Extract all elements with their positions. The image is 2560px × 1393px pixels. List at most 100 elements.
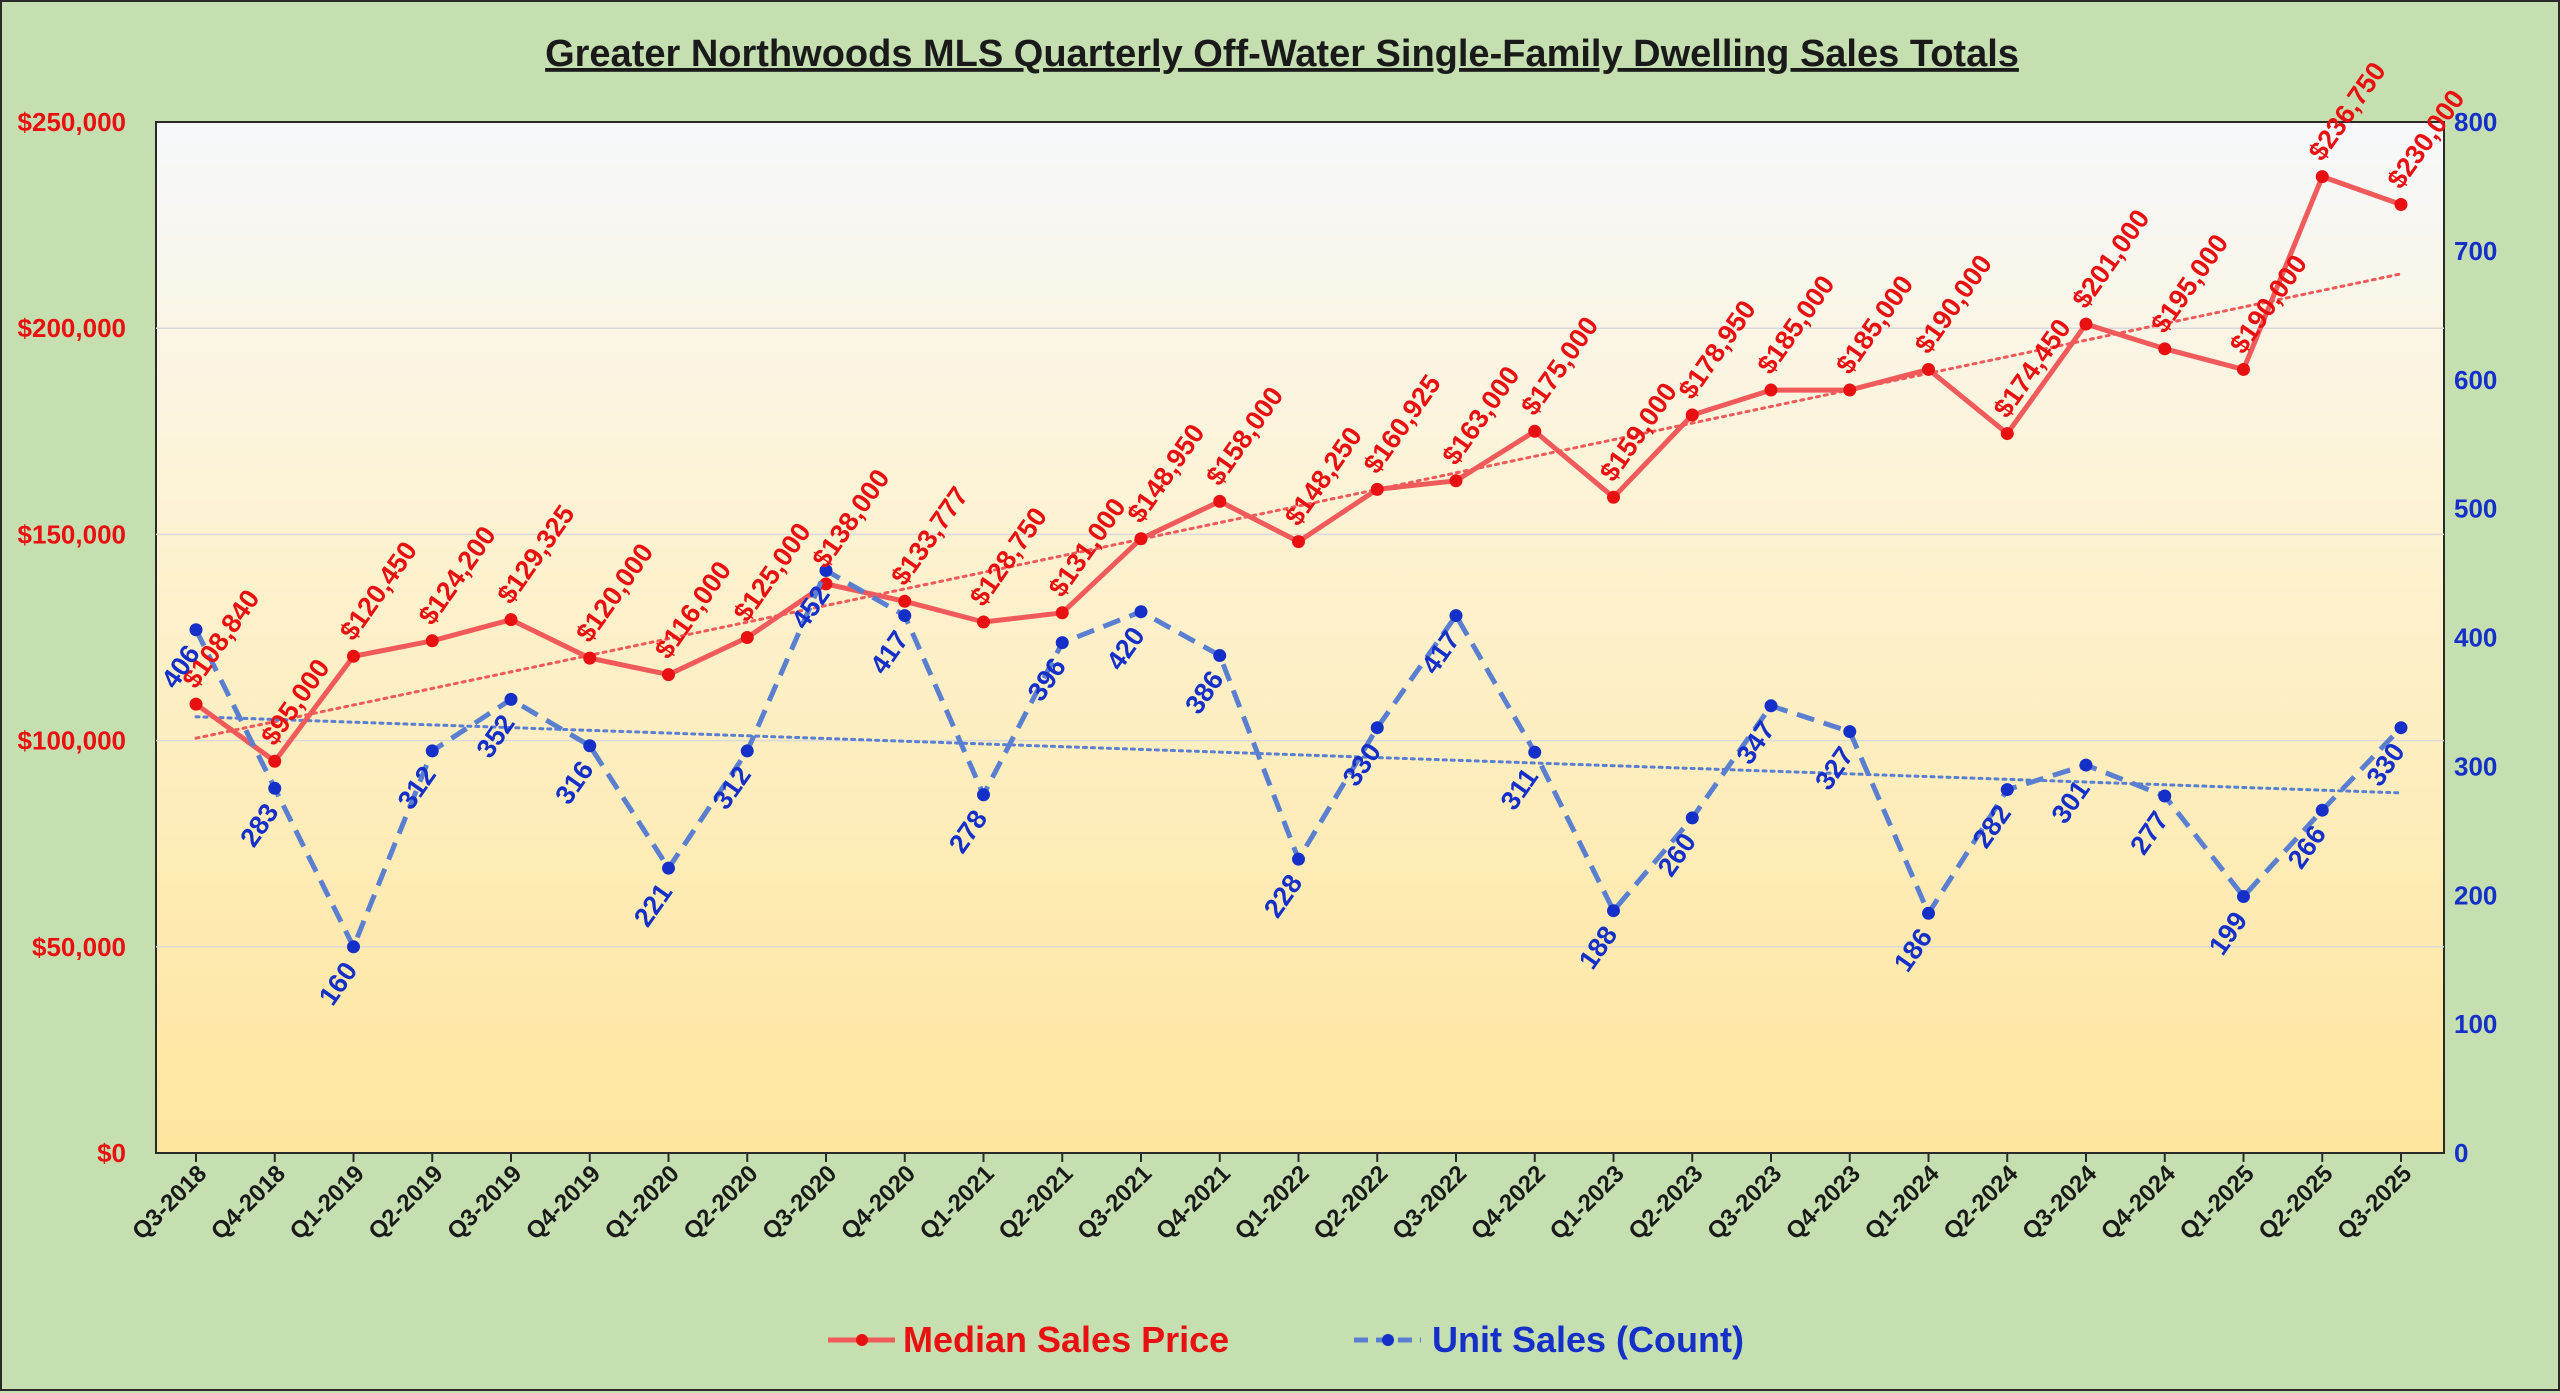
data-point <box>1055 606 1069 620</box>
data-point <box>2315 803 2329 817</box>
right-tick-label: 800 <box>2454 107 2497 137</box>
x-tick-label: Q3-2022 <box>1387 1160 1472 1245</box>
left-tick-label: $0 <box>97 1138 126 1168</box>
data-point <box>2158 342 2172 356</box>
legend-units-label: Unit Sales (Count) <box>1432 1319 1744 1360</box>
x-tick-label: Q4-2022 <box>1466 1160 1551 1245</box>
data-point <box>2237 890 2250 904</box>
data-point <box>2315 170 2329 184</box>
x-tick-label: Q4-2024 <box>2096 1160 2182 1246</box>
x-tick-label: Q4-2023 <box>1781 1160 1866 1245</box>
data-point <box>1213 649 1227 663</box>
x-tick-label: Q1-2025 <box>2175 1160 2260 1245</box>
x-tick-label: Q2-2022 <box>1308 1160 1393 1245</box>
x-tick-label: Q3-2025 <box>2332 1160 2417 1245</box>
data-point <box>1449 474 1463 488</box>
data-point <box>1843 725 1857 739</box>
data-point <box>1922 906 1935 920</box>
data-point <box>1292 852 1305 866</box>
legend-units-marker <box>1382 1334 1394 1346</box>
data-point <box>2000 427 2014 441</box>
data-point <box>347 649 360 663</box>
data-point <box>268 781 282 795</box>
x-tick-label: Q3-2020 <box>757 1160 842 1245</box>
data-point <box>1922 362 1935 376</box>
data-point <box>819 577 833 591</box>
data-point <box>583 739 597 753</box>
data-point <box>1055 636 1069 650</box>
x-tick-label: Q2-2020 <box>678 1160 763 1245</box>
x-tick-label: Q1-2020 <box>600 1160 685 1245</box>
chart-title: Greater Northwoods MLS Quarterly Off-Wat… <box>545 33 2019 75</box>
left-axis: $0 $50,000 $100,000 $150,000 $200,000 $250,00… <box>18 107 126 1168</box>
left-tick-label: $250,000 <box>18 107 126 137</box>
x-tick-label: Q4-2018 <box>206 1160 291 1245</box>
data-point <box>662 668 675 682</box>
data-point <box>1607 490 1620 504</box>
data-point <box>1370 482 1384 496</box>
right-tick-label: 700 <box>2454 236 2497 266</box>
data-point <box>1764 383 1778 397</box>
data-point <box>1370 721 1384 735</box>
data-point <box>347 940 360 954</box>
x-axis: Q3-2018Q4-2018Q1-2019Q2-2019Q3-2019Q4-20… <box>127 1153 2417 1245</box>
data-point <box>1528 745 1542 759</box>
x-tick-label: Q4-2020 <box>836 1160 921 1245</box>
legend-price-marker <box>856 1334 868 1346</box>
trendline <box>194 272 2403 740</box>
data-point <box>740 631 754 644</box>
right-tick-label: 500 <box>2454 494 2497 524</box>
right-tick-label: 0 <box>2454 1138 2468 1168</box>
x-tick-label: Q1-2023 <box>1545 1160 1630 1245</box>
data-point <box>898 609 912 623</box>
data-point <box>2079 758 2093 772</box>
x-tick-label: Q3-2021 <box>1072 1160 1157 1245</box>
x-tick-label: Q1-2022 <box>1230 1160 1315 1245</box>
data-point <box>268 754 282 768</box>
data-point <box>1292 535 1305 549</box>
data-point <box>583 651 597 665</box>
data-point <box>1134 532 1148 546</box>
data-point <box>1607 904 1620 918</box>
data-point <box>189 623 203 637</box>
data-point <box>1764 699 1778 713</box>
data-point <box>504 692 518 706</box>
data-point <box>977 615 990 629</box>
series-layer <box>189 170 2408 954</box>
x-tick-label: Q2-2023 <box>1623 1160 1708 1245</box>
data-point <box>2079 317 2093 331</box>
x-tick-label: Q2-2019 <box>363 1160 448 1245</box>
x-tick-label: Q3-2023 <box>1702 1160 1787 1245</box>
left-tick-label: $50,000 <box>32 932 126 962</box>
x-tick-label: Q4-2019 <box>521 1160 606 1245</box>
data-point <box>425 744 439 758</box>
grid-lines <box>156 327 2444 948</box>
legend-price-label: Median Sales Price <box>903 1319 1229 1360</box>
right-tick-label: 100 <box>2454 1009 2497 1039</box>
x-tick-label: Q3-2018 <box>127 1160 212 1245</box>
right-tick-label: 600 <box>2454 365 2497 395</box>
x-tick-label: Q2-2024 <box>1938 1160 2024 1246</box>
data-point <box>504 613 518 627</box>
data-point <box>1685 408 1699 422</box>
left-tick-label: $100,000 <box>18 726 126 756</box>
data-point <box>2158 789 2172 803</box>
data-point <box>740 744 754 758</box>
legend: Median Sales Price Unit Sales (Count) <box>828 1319 1744 1360</box>
left-tick-label: $150,000 <box>18 519 126 549</box>
data-point <box>819 563 833 577</box>
right-tick-label: 200 <box>2454 880 2497 910</box>
right-tick-label: 400 <box>2454 623 2497 653</box>
data-point <box>2394 721 2408 735</box>
plot-area <box>155 121 2445 1154</box>
left-tick-label: $200,000 <box>18 313 126 343</box>
data-point <box>2237 362 2250 376</box>
x-tick-label: Q4-2021 <box>1151 1160 1236 1245</box>
data-point <box>1685 811 1699 825</box>
x-tick-label: Q2-2021 <box>993 1160 1078 1245</box>
data-point <box>898 594 912 608</box>
x-tick-label: Q3-2024 <box>2017 1160 2103 1246</box>
data-point <box>1843 383 1857 397</box>
